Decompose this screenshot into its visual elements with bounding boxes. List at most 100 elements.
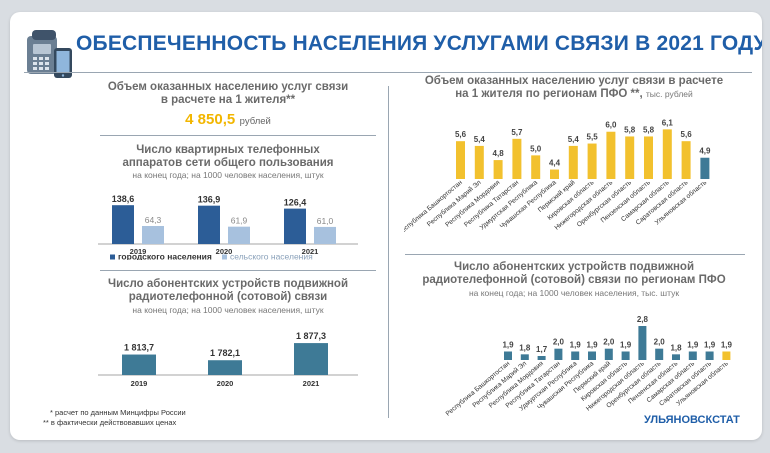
divider bbox=[388, 86, 389, 418]
tick-label: 2020 bbox=[217, 379, 234, 387]
bar bbox=[662, 129, 672, 179]
data-label: 126,4 bbox=[284, 198, 307, 208]
landline-subtitle: на конец года; на 1000 человек населения… bbox=[132, 170, 324, 180]
bar bbox=[655, 348, 664, 360]
divider bbox=[405, 254, 745, 255]
services-per-capita-title: Объем оказанных населению услуг связи в … bbox=[107, 81, 349, 106]
bar bbox=[474, 145, 484, 179]
bar bbox=[700, 157, 710, 179]
bar-urban bbox=[198, 205, 220, 244]
tick-label: Республика Башкортостан bbox=[444, 359, 512, 418]
bar bbox=[705, 351, 714, 360]
data-label: 64,3 bbox=[145, 215, 162, 225]
bar bbox=[587, 143, 597, 179]
bar bbox=[688, 351, 697, 360]
data-label: 1,9 bbox=[687, 341, 699, 350]
bar bbox=[531, 155, 541, 179]
data-label: 4,8 bbox=[493, 149, 505, 158]
data-label: 5,7 bbox=[511, 128, 523, 137]
bar bbox=[294, 343, 328, 375]
bar-rural bbox=[314, 226, 336, 244]
data-label: 1,9 bbox=[721, 341, 733, 350]
bar bbox=[638, 326, 647, 360]
data-label: 4,9 bbox=[699, 147, 711, 156]
data-label: 2,8 bbox=[637, 315, 649, 324]
bar bbox=[571, 351, 580, 360]
bar bbox=[512, 138, 522, 179]
data-label: 5,8 bbox=[624, 125, 636, 134]
big-unit: рублей bbox=[239, 116, 271, 127]
data-label: 1,9 bbox=[620, 341, 632, 350]
data-label: 61,9 bbox=[231, 216, 248, 226]
footnote-1: * расчет по данным Минцифры России bbox=[50, 408, 186, 417]
mobile-subtitle: на конец года; на 1000 человек населения… bbox=[132, 305, 324, 315]
landline-chart: 138,6 64,3 2019 136,9 61,9 2020 126,4 61,0 2021 г… bbox=[98, 194, 358, 261]
mobile-title: Число абонентских устройств подвижной ра… bbox=[107, 278, 349, 303]
data-label: 4,4 bbox=[549, 159, 561, 168]
data-label: 61,0 bbox=[317, 216, 334, 226]
bar bbox=[672, 354, 680, 360]
bar bbox=[606, 131, 616, 179]
data-label: 138,6 bbox=[112, 194, 135, 204]
regions-services-unit: тыс. рублей bbox=[645, 89, 693, 99]
bar bbox=[122, 354, 156, 375]
services-per-capita-value: 4 850,5 рублей bbox=[90, 111, 366, 129]
data-label: 1,9 bbox=[570, 341, 582, 350]
tick-label: 2020 bbox=[216, 247, 233, 256]
data-label: 5,0 bbox=[530, 144, 542, 153]
data-label: 5,6 bbox=[455, 130, 467, 139]
divider bbox=[24, 72, 752, 73]
data-label: 5,4 bbox=[568, 135, 580, 144]
tick-label: 2019 bbox=[130, 247, 147, 256]
bar bbox=[520, 354, 529, 360]
data-label: 1,7 bbox=[536, 345, 548, 354]
legend-swatch bbox=[110, 254, 115, 260]
bar bbox=[550, 169, 559, 179]
regions-services-title: Объем оказанных населению услуг связи в … bbox=[424, 75, 724, 100]
divider bbox=[100, 270, 376, 271]
bar-rural bbox=[142, 225, 164, 244]
divider bbox=[100, 135, 376, 136]
bar bbox=[568, 145, 578, 179]
bar bbox=[554, 348, 563, 360]
bar bbox=[537, 356, 546, 360]
data-label: 1 877,3 bbox=[296, 331, 326, 341]
data-label: 2,0 bbox=[603, 338, 615, 347]
bar-urban bbox=[112, 205, 134, 244]
big-value: 4 850,5 bbox=[185, 111, 236, 128]
bar-urban bbox=[284, 208, 306, 244]
data-label: 5,4 bbox=[474, 135, 486, 144]
legend-label: городского населения bbox=[118, 252, 212, 261]
bar bbox=[621, 351, 630, 360]
data-label: 1,9 bbox=[502, 341, 514, 350]
data-label: 1,9 bbox=[704, 341, 716, 350]
bar bbox=[644, 136, 653, 179]
bar bbox=[208, 360, 242, 375]
bar bbox=[681, 141, 691, 179]
tick-label: 2021 bbox=[302, 247, 319, 256]
data-label: 1,9 bbox=[586, 341, 598, 350]
bar-rural bbox=[228, 226, 250, 244]
data-label: 5,5 bbox=[587, 133, 599, 142]
bar bbox=[493, 160, 503, 179]
data-label: 1,8 bbox=[670, 343, 682, 352]
mobile-chart: 1 813,7 2019 1 782,1 2020 1 877,3 2021 bbox=[98, 331, 358, 387]
data-label: 1 813,7 bbox=[124, 343, 154, 353]
tick-label: 2019 bbox=[131, 379, 148, 387]
data-label: 2,0 bbox=[553, 338, 565, 347]
data-label: 6,0 bbox=[605, 121, 617, 130]
data-label: 5,6 bbox=[681, 130, 693, 139]
bar bbox=[456, 141, 465, 179]
data-label: 2,0 bbox=[654, 338, 666, 347]
brand-logo-text: УЛЬЯНОВСКСТАТ bbox=[644, 414, 740, 426]
legend-label: сельского населения bbox=[230, 252, 313, 261]
data-label: 1,8 bbox=[519, 343, 531, 352]
legend-swatch bbox=[222, 254, 227, 260]
regions-mobile-subtitle: на конец года; на 1000 человек населения… bbox=[468, 288, 680, 298]
landline-title: Число квартирных телефонных аппаратов се… bbox=[122, 144, 334, 169]
infographic-card: ОБЕСПЕЧЕННОСТЬ НАСЕЛЕНИЯ УСЛУГАМИ СВЯЗИ … bbox=[10, 12, 762, 440]
bar bbox=[722, 351, 731, 360]
bar bbox=[604, 348, 613, 360]
